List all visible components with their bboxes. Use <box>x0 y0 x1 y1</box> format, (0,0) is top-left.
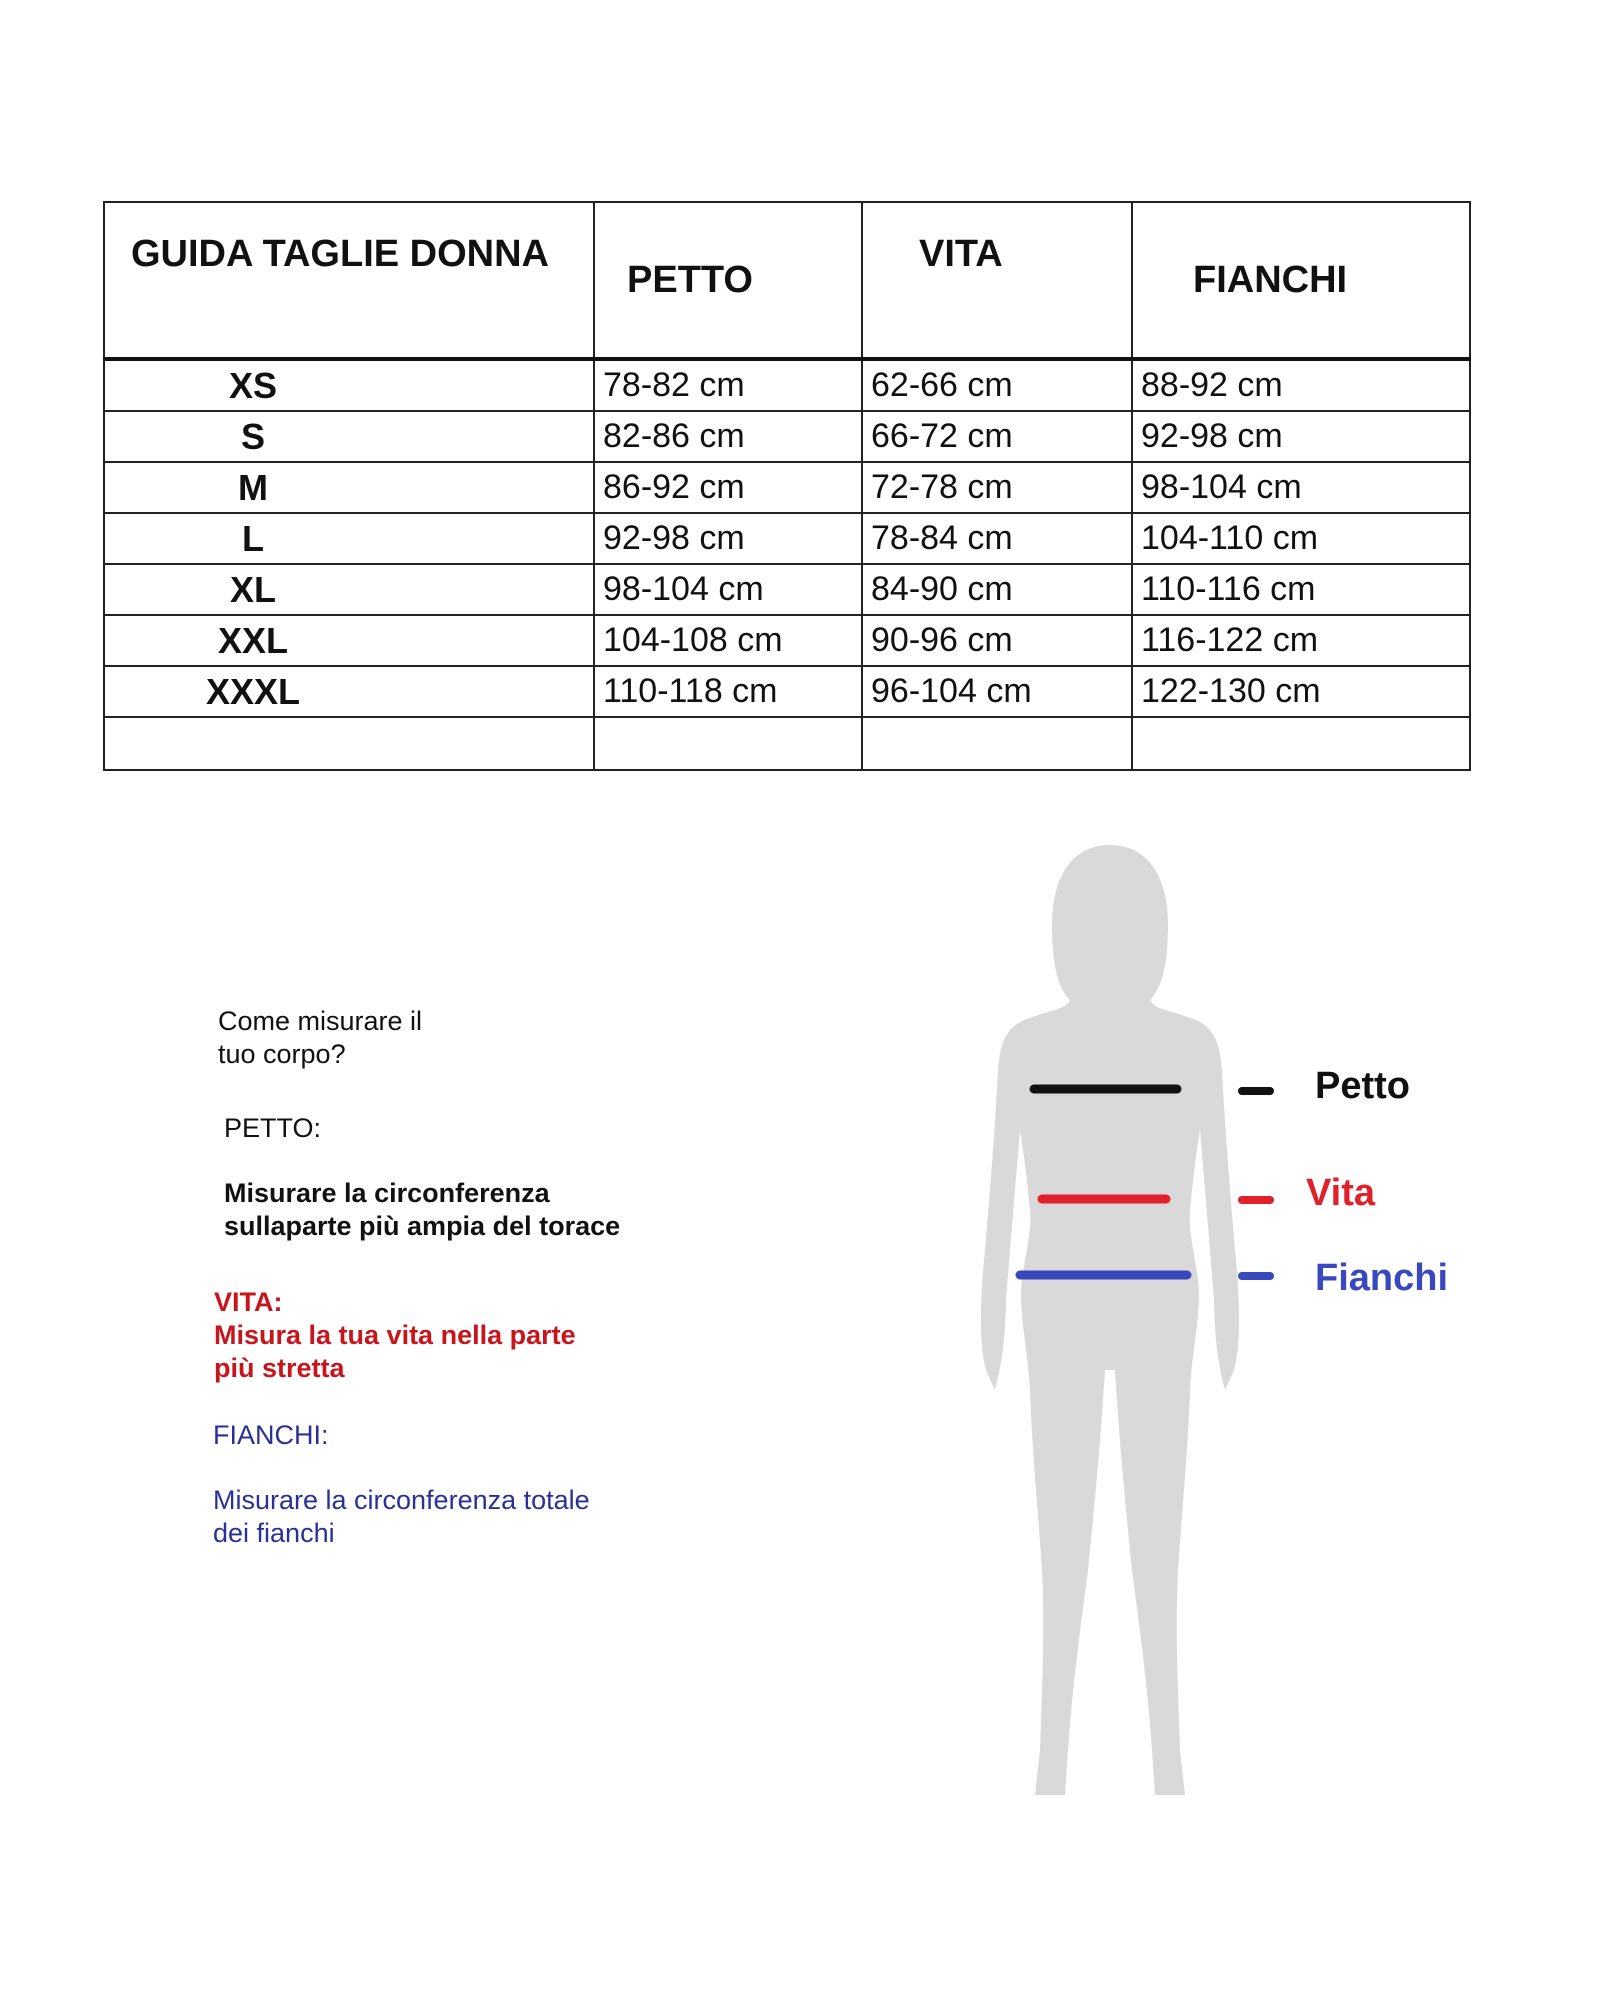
fianchi-legend-label: Fianchi <box>1315 1257 1449 1299</box>
petto-text: Misurare la circonferenza sullaparte più… <box>224 1178 621 1241</box>
fianchi-legend-marker <box>1238 1272 1274 1280</box>
intro-text: Come misurare il tuo corpo? <box>218 1006 423 1069</box>
fianchi-title: FIANCHI: <box>213 1420 329 1450</box>
size-cell: XL <box>103 563 595 616</box>
table-row: L 92-98 cm 78-84 cm 104-110 cm <box>103 512 1471 565</box>
vita-cell: 66-72 cm <box>861 410 1133 463</box>
fianchi-cell: 88-92 cm <box>1131 358 1471 412</box>
petto-cell: 82-86 cm <box>593 410 863 463</box>
fianchi-text: Misurare la circonferenza totale dei fia… <box>213 1485 590 1548</box>
fianchi-cell: 116-122 cm <box>1131 614 1471 667</box>
header-title: GUIDA TAGLIE DONNA <box>103 201 595 361</box>
table-row: XL 98-104 cm 84-90 cm 110-116 cm <box>103 563 1471 616</box>
size-cell: L <box>103 512 595 565</box>
header-petto: PETTO <box>593 201 863 361</box>
vita-cell: 96-104 cm <box>861 665 1133 718</box>
table-row: XXL 104-108 cm 90-96 cm 116-122 cm <box>103 614 1471 667</box>
petto-legend-label: Petto <box>1315 1065 1410 1107</box>
fianchi-cell: 92-98 cm <box>1131 410 1471 463</box>
table-row-empty <box>103 716 1471 771</box>
header-vita: VITA <box>861 201 1133 361</box>
table-header-row: GUIDA TAGLIE DONNA PETTO VITA FIANCHI <box>103 201 1471 361</box>
body-silhouette <box>980 845 1240 1795</box>
size-cell: S <box>103 410 595 463</box>
table-row: XS 78-82 cm 62-66 cm 88-92 cm <box>103 358 1471 412</box>
table-row: S 82-86 cm 66-72 cm 92-98 cm <box>103 410 1471 463</box>
vita-cell: 84-90 cm <box>861 563 1133 616</box>
petto-cell: 92-98 cm <box>593 512 863 565</box>
petto-cell: 78-82 cm <box>593 358 863 412</box>
fianchi-cell: 110-116 cm <box>1131 563 1471 616</box>
size-cell: XS <box>103 358 595 412</box>
fianchi-cell: 98-104 cm <box>1131 461 1471 514</box>
vita-cell: 90-96 cm <box>861 614 1133 667</box>
fianchi-cell: 104-110 cm <box>1131 512 1471 565</box>
petto-cell: 110-118 cm <box>593 665 863 718</box>
petto-legend-marker <box>1238 1087 1274 1095</box>
fianchi-cell: 122-130 cm <box>1131 665 1471 718</box>
header-fianchi: FIANCHI <box>1131 201 1471 361</box>
vita-title: VITA: <box>214 1287 283 1317</box>
petto-cell: 98-104 cm <box>593 563 863 616</box>
petto-title: PETTO: <box>224 1113 322 1143</box>
vita-legend-label: Vita <box>1306 1172 1376 1214</box>
size-cell: M <box>103 461 595 514</box>
vita-legend-marker <box>1238 1196 1274 1204</box>
vita-text: Misura la tua vita nella parte più stret… <box>214 1320 576 1383</box>
vita-cell: 72-78 cm <box>861 461 1133 514</box>
petto-cell: 104-108 cm <box>593 614 863 667</box>
size-cell: XXXL <box>103 665 595 718</box>
vita-cell: 78-84 cm <box>861 512 1133 565</box>
table-row: M 86-92 cm 72-78 cm 98-104 cm <box>103 461 1471 514</box>
vita-cell: 62-66 cm <box>861 358 1133 412</box>
size-chart-table: GUIDA TAGLIE DONNA PETTO VITA FIANCHI XS… <box>103 201 1471 771</box>
table-row: XXXL 110-118 cm 96-104 cm 122-130 cm <box>103 665 1471 718</box>
petto-cell: 86-92 cm <box>593 461 863 514</box>
size-cell: XXL <box>103 614 595 667</box>
